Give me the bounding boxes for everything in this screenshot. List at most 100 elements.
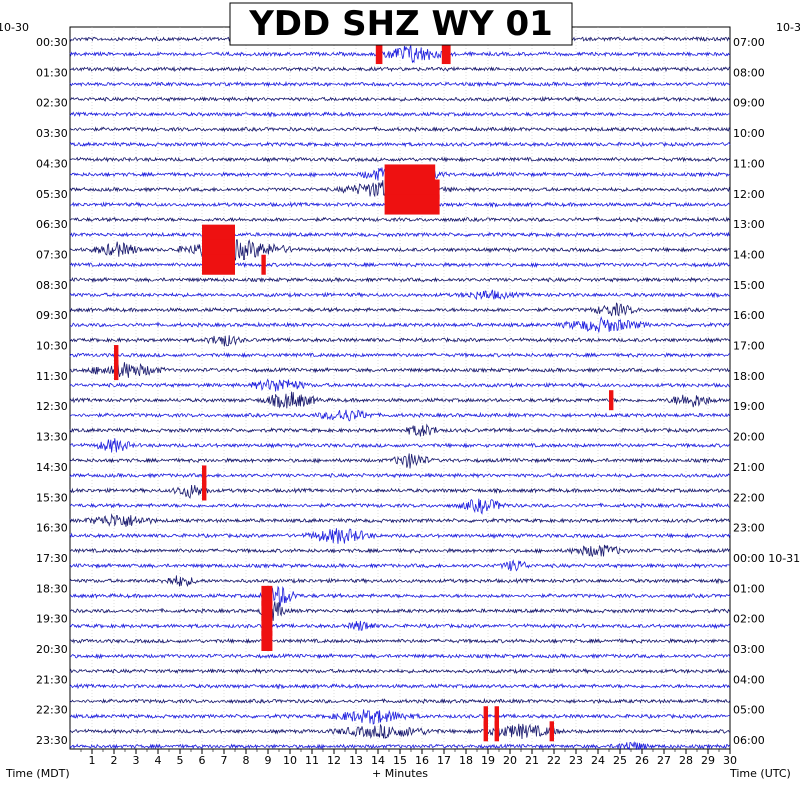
clip-segment: [384, 164, 436, 185]
left-time-label: 23:30: [36, 734, 68, 747]
trace-row: [69, 528, 731, 544]
trace-row: [69, 261, 731, 269]
clip-segment: [494, 721, 499, 742]
trace-row: [69, 409, 731, 422]
trace-row: [69, 378, 731, 392]
left-time-label: 09:30: [36, 309, 68, 322]
trace-row: [69, 453, 731, 469]
clip-segment: [261, 615, 273, 636]
x-tick-label: 23: [569, 754, 583, 767]
left-time-label: 05:30: [36, 188, 68, 201]
left-date-label: 10-30: [0, 21, 29, 34]
x-tick-label: 12: [327, 754, 341, 767]
trace-row: [69, 156, 731, 163]
left-time-label: 01:30: [36, 66, 68, 79]
trace-row: [69, 141, 731, 148]
x-tick-label: 28: [679, 754, 693, 767]
x-tick-label: 18: [459, 754, 473, 767]
trace-row: [69, 45, 731, 64]
right-time-label: 15:00: [733, 279, 765, 292]
right-axis-title: Time (UTC): [729, 767, 791, 780]
x-tick-label: 7: [221, 754, 228, 767]
trace-row: [69, 231, 731, 238]
right-time-label: 21:00: [733, 461, 765, 474]
trace-row: [69, 65, 731, 73]
clip-segment: [261, 254, 266, 275]
trace-row: [69, 391, 731, 409]
clip-segment: [549, 721, 554, 742]
trace-row: [69, 352, 730, 359]
trace-row: [69, 438, 731, 453]
clip-segment: [114, 345, 119, 366]
trace-row: [69, 544, 731, 557]
left-time-label: 11:30: [36, 370, 68, 383]
clip-segment: [609, 390, 614, 411]
clip-segment: [261, 600, 273, 621]
right-time-label: 00:00 10-31: [733, 552, 800, 565]
clip-segment: [441, 44, 451, 65]
right-time-label: 13:00: [733, 218, 765, 231]
left-time-label: 02:30: [36, 97, 68, 110]
x-tick-label: 4: [155, 754, 162, 767]
title-box: [229, 2, 573, 46]
x-axis-title: + Minutes: [372, 767, 428, 780]
trace-row: [69, 111, 731, 118]
x-tick-label: 1: [89, 754, 96, 767]
x-tick-label: 21: [525, 754, 539, 767]
trace-row: [69, 709, 731, 725]
trace-row: [69, 697, 731, 705]
x-tick-label: 11: [305, 754, 319, 767]
right-time-label: 06:00: [733, 734, 765, 747]
trace-row: [69, 239, 731, 262]
right-time-label: 10:00: [733, 127, 765, 140]
trace-row: [69, 575, 731, 587]
trace-row: [69, 80, 731, 88]
x-tick-label: 6: [199, 754, 206, 767]
trace-row: [69, 289, 731, 301]
x-tick-label: 8: [243, 754, 250, 767]
right-time-label: 08:00: [733, 66, 765, 79]
left-time-label: 21:30: [36, 673, 68, 686]
x-tick-label: 9: [265, 754, 272, 767]
right-time-label: 04:00: [733, 673, 765, 686]
x-tick-label: 13: [349, 754, 363, 767]
trace-row: [69, 125, 731, 133]
right-time-label: 01:00: [733, 582, 765, 595]
left-time-label: 07:30: [36, 248, 68, 261]
x-tick-label: 3: [133, 754, 140, 767]
right-time-label: 05:00: [733, 704, 765, 717]
clip-segment: [483, 706, 488, 727]
right-time-label: 23:00: [733, 522, 765, 535]
grid-layer: [91, 27, 709, 749]
axis-layer: 1 2 3 4 5 6 7 8 9 10 11 12 13 14 15 16 17 18 19 20 21 22 23 24 2…: [36, 36, 800, 767]
right-time-label: 16:00: [733, 309, 765, 322]
right-time-label: 03:00: [733, 643, 765, 656]
trace-row: [69, 601, 731, 621]
right-time-label: 19:00: [733, 400, 765, 413]
x-tick-label: 5: [177, 754, 184, 767]
trace-row: [69, 653, 731, 660]
clip-segment: [375, 44, 383, 65]
left-time-label: 13:30: [36, 431, 68, 444]
right-time-label: 20:00: [733, 431, 765, 444]
x-tick-label: 2: [111, 754, 118, 767]
trace-row: [69, 484, 731, 499]
x-tick-label: 20: [503, 754, 517, 767]
left-time-label: 18:30: [36, 582, 68, 595]
right-time-label: 09:00: [733, 97, 765, 110]
x-tick-label: 24: [591, 754, 605, 767]
right-time-label: 11:00: [733, 157, 765, 170]
left-time-label: 06:30: [36, 218, 68, 231]
trace-row: [69, 498, 731, 515]
left-time-label: 16:30: [36, 522, 68, 535]
x-tick-label: 10: [283, 754, 297, 767]
left-time-label: 04:30: [36, 157, 68, 170]
trace-row: [69, 723, 731, 740]
trace-row: [69, 316, 731, 333]
trace-row: [69, 423, 731, 437]
trace-row: [69, 95, 731, 103]
clip-segment: [202, 254, 235, 275]
trace-row: [69, 585, 731, 608]
trace-row: [69, 741, 731, 751]
